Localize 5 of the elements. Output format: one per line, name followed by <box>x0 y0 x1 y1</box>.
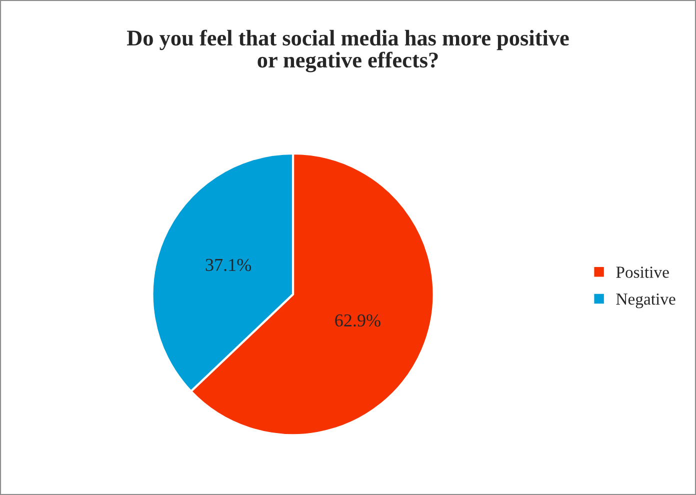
data-label: 37.1% <box>206 258 252 272</box>
chart-title: Do you feel that social media has more positive or negative effects? <box>127 30 569 72</box>
legend-label: Negative <box>616 294 676 308</box>
data-label: 62.9% <box>335 314 380 327</box>
legend-label: Positive <box>616 266 669 278</box>
